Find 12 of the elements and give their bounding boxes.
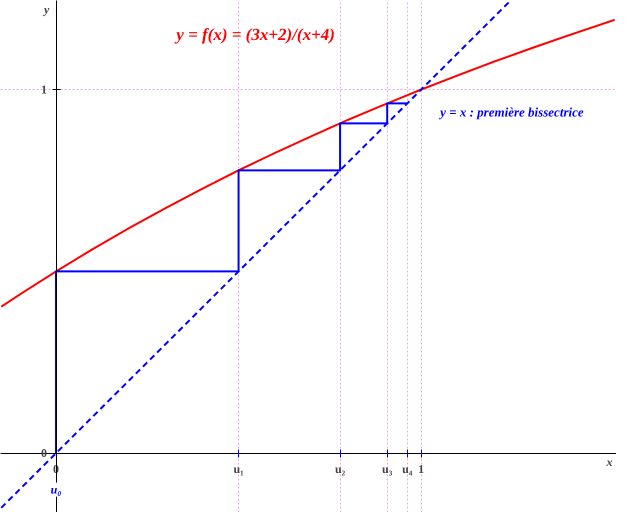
x-tick-label: 1: [418, 462, 424, 476]
line-series: [55, 102, 408, 454]
x-tick-label: u₄: [402, 462, 413, 476]
series-label: y = x : première bissectrice: [438, 104, 584, 120]
annotation: u₀: [50, 482, 62, 497]
x-tick-label: u₂: [334, 462, 346, 476]
line-series: [0, 18, 616, 308]
text: y = f(x) = (3x+2)/(x+4): [174, 25, 335, 44]
x-tick-label: u₃: [382, 462, 393, 476]
x-tick-label: u₁: [233, 462, 244, 476]
x-axis-title: x: [606, 455, 612, 470]
y-axis-title: y: [42, 2, 50, 16]
